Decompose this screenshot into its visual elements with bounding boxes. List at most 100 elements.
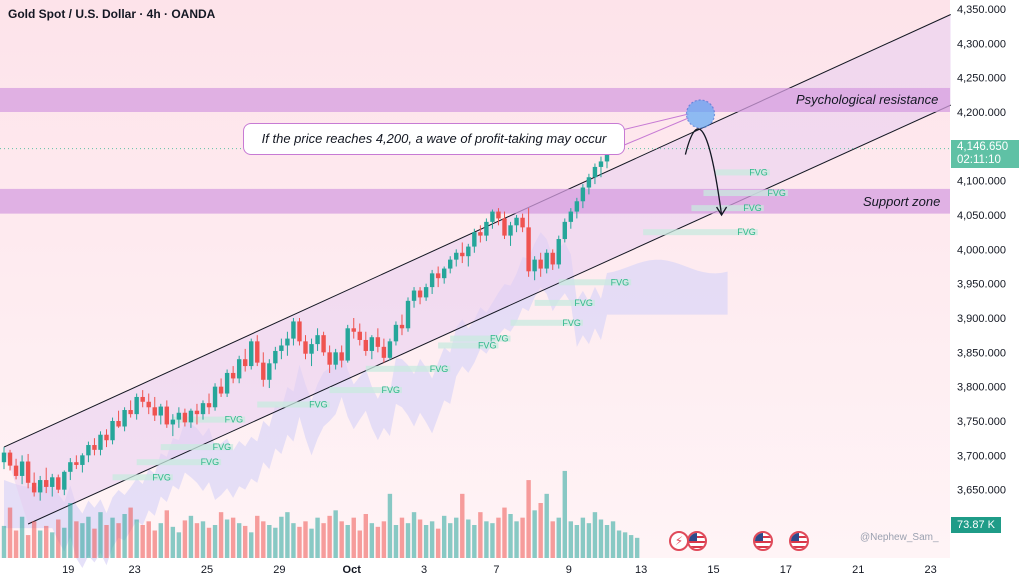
volume-bar [128, 507, 133, 558]
volume-bar [363, 514, 368, 558]
volume-bar [152, 530, 157, 558]
candle-body [484, 221, 489, 236]
volume-bar [158, 523, 163, 558]
volume-bar [333, 510, 338, 558]
x-tick-label: 23 [129, 564, 141, 576]
volume-bar [550, 521, 555, 558]
y-tick-label: 3,850.000 [957, 347, 1006, 359]
volume-bar [508, 514, 513, 558]
candle-body [273, 350, 278, 364]
volume-bar [279, 516, 284, 558]
candle-body [31, 482, 37, 493]
volume-bar [327, 515, 332, 558]
candle-body [50, 477, 55, 487]
last-price-value: 4,146.650 [957, 141, 1009, 153]
volume-bar [116, 523, 121, 558]
candle-body [7, 452, 13, 466]
volume-bar [490, 523, 495, 558]
axis-background [950, 0, 1024, 581]
volume-bar [460, 493, 465, 558]
fvg-box [558, 279, 632, 286]
profit-taking-callout[interactable]: If the price reaches 4,200, a wave of pr… [243, 123, 625, 155]
fvg-box [257, 401, 330, 408]
volume-bar [255, 515, 260, 558]
candle-body [441, 268, 447, 279]
volume-badge: 73.87 K [951, 517, 1001, 533]
y-tick-label: 3,900.000 [957, 313, 1006, 325]
fvg-box [438, 342, 499, 349]
x-tick-label: 21 [852, 564, 864, 576]
volume-bar [520, 517, 525, 558]
volume-bar [68, 503, 73, 558]
volume-bar [357, 530, 362, 558]
fvg-box [691, 205, 764, 212]
volume-bar [405, 523, 411, 558]
us-flag-icon[interactable] [789, 531, 809, 551]
candle-body [1, 452, 7, 463]
x-tick-label: 9 [566, 564, 572, 576]
resistance-zone [0, 87, 950, 112]
y-tick-label: 4,250.000 [957, 73, 1006, 85]
volume-bar [267, 525, 272, 558]
candle-body [315, 335, 320, 345]
volume-bar [164, 510, 170, 558]
candle-body [357, 331, 362, 340]
volume-bar [230, 517, 236, 558]
candle-body [92, 445, 97, 450]
volume-bar [56, 519, 61, 558]
volume-bar [478, 512, 483, 558]
fvg-label: FVG [309, 400, 328, 410]
y-tick-label: 3,650.000 [957, 485, 1006, 497]
candle-body [37, 480, 43, 493]
fvg-label: FVG [225, 415, 244, 425]
volume-bar [303, 521, 308, 558]
candle-body [303, 341, 308, 354]
candle-body [86, 445, 91, 456]
volume-bar [31, 521, 37, 558]
lightning-icon[interactable]: ⚡ [669, 531, 689, 551]
fvg-box [365, 365, 451, 372]
candle-body [478, 232, 483, 236]
fvg-label: FVG [490, 334, 509, 344]
candle-body [236, 359, 242, 379]
fvg-box [160, 444, 234, 451]
candle-body [387, 341, 393, 358]
volume-bar [411, 512, 417, 558]
volume-bar [375, 526, 381, 558]
volume-bar [37, 530, 43, 558]
volume-bar [212, 525, 218, 558]
callout-connector [621, 117, 689, 147]
y-tick-label: 3,700.000 [957, 450, 1006, 462]
candle-body [550, 252, 555, 265]
candle-body [170, 419, 176, 425]
volume-bar [7, 507, 13, 558]
volume-bar [423, 525, 429, 558]
volume-bar [243, 525, 248, 558]
candle-body [140, 396, 145, 402]
y-tick-label: 3,800.000 [957, 382, 1006, 394]
candle-body [532, 259, 537, 272]
volume-bar [80, 523, 85, 558]
volume-bar [417, 519, 423, 558]
volume-bar [50, 532, 55, 558]
bar-countdown: 02:11:10 [957, 154, 1001, 166]
candle-body [339, 352, 344, 361]
candle-body [514, 217, 519, 226]
volume-bar [598, 519, 604, 558]
target-circle [685, 99, 716, 129]
us-flag-icon[interactable] [753, 531, 773, 551]
candle-body [496, 211, 501, 219]
volume-bar [610, 521, 616, 558]
volume-bar [122, 514, 127, 558]
volume-bar [496, 517, 501, 558]
candle-body [574, 201, 580, 212]
candle-body [351, 328, 356, 332]
volume-bar [224, 519, 230, 558]
fvg-label: FVG [201, 457, 220, 467]
fvg-label: FVG [430, 364, 449, 374]
x-tick-label: 13 [635, 564, 647, 576]
us-flag-icon[interactable] [687, 531, 707, 551]
candle-body [194, 410, 200, 415]
fvg-box [450, 335, 511, 342]
